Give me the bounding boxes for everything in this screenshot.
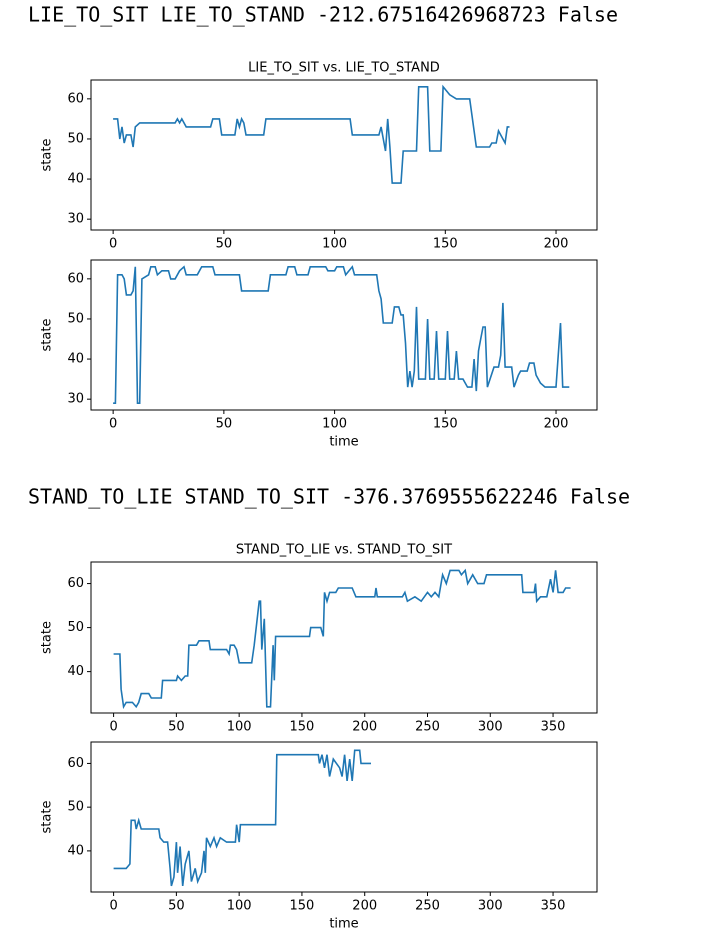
- data-line: [113, 84, 510, 184]
- y-axis-label: state: [40, 801, 55, 834]
- y-tick-label: 60: [67, 576, 84, 591]
- axes-frame: [90, 259, 598, 411]
- x-tick-label: 100: [227, 720, 252, 735]
- y-tick-label: 60: [67, 756, 84, 771]
- x-tick-label: 50: [168, 899, 185, 914]
- y-tick-label: 60: [67, 271, 84, 286]
- x-tick-label: 50: [168, 720, 185, 735]
- printed-line: STAND_TO_LIE STAND_TO_SIT -376.376955562…: [28, 485, 630, 509]
- y-tick-label: 50: [67, 131, 84, 146]
- y-tick-label: 50: [67, 620, 84, 635]
- x-tick-label: 300: [478, 899, 503, 914]
- y-tick-label: 60: [67, 91, 84, 106]
- x-tick-label: 100: [227, 899, 252, 914]
- chart-title: STAND_TO_LIE vs. STAND_TO_SIT: [236, 543, 452, 558]
- x-tick-label: 200: [544, 417, 569, 432]
- y-axis-label: state: [40, 319, 55, 352]
- x-tick-label: 300: [478, 720, 503, 735]
- x-tick-label: 150: [290, 899, 315, 914]
- x-tick-label: 350: [541, 720, 566, 735]
- x-tick-label: 0: [109, 720, 117, 735]
- y-tick-label: 50: [67, 800, 84, 815]
- data-line: [113, 265, 570, 404]
- y-axis-label: state: [40, 139, 55, 172]
- x-tick-label: 200: [352, 720, 377, 735]
- y-tick-label: 40: [67, 843, 84, 858]
- y-tick-label: 30: [67, 392, 84, 407]
- x-tick-label: 250: [415, 720, 440, 735]
- x-tick-label: 0: [109, 417, 117, 432]
- x-axis-label: time: [329, 917, 358, 932]
- x-tick-label: 150: [433, 237, 458, 252]
- x-tick-label: 200: [352, 899, 377, 914]
- y-axis-label: state: [40, 621, 55, 654]
- axes-frame: [90, 79, 598, 231]
- x-tick-label: 50: [216, 417, 233, 432]
- y-tick-label: 50: [67, 311, 84, 326]
- x-tick-label: 350: [541, 899, 566, 914]
- x-tick-label: 0: [109, 237, 117, 252]
- chart-title: LIE_TO_SIT vs. LIE_TO_STAND: [248, 61, 440, 76]
- data-line: [113, 568, 571, 710]
- printed-line: LIE_TO_SIT LIE_TO_STAND -212.67516426968…: [28, 3, 618, 27]
- data-line: [113, 749, 371, 887]
- x-tick-label: 150: [290, 720, 315, 735]
- y-tick-label: 40: [67, 352, 84, 367]
- x-tick-label: 0: [109, 899, 117, 914]
- y-tick-label: 40: [67, 172, 84, 187]
- x-tick-label: 150: [433, 417, 458, 432]
- x-tick-label: 250: [415, 899, 440, 914]
- x-axis-label: time: [329, 435, 358, 450]
- axes-frame: [90, 741, 598, 893]
- x-tick-label: 100: [322, 237, 347, 252]
- axes-frame: [90, 561, 598, 714]
- y-tick-label: 40: [67, 664, 84, 679]
- x-tick-label: 50: [216, 237, 233, 252]
- x-tick-label: 100: [322, 417, 347, 432]
- y-tick-label: 30: [67, 212, 84, 227]
- x-tick-label: 200: [544, 237, 569, 252]
